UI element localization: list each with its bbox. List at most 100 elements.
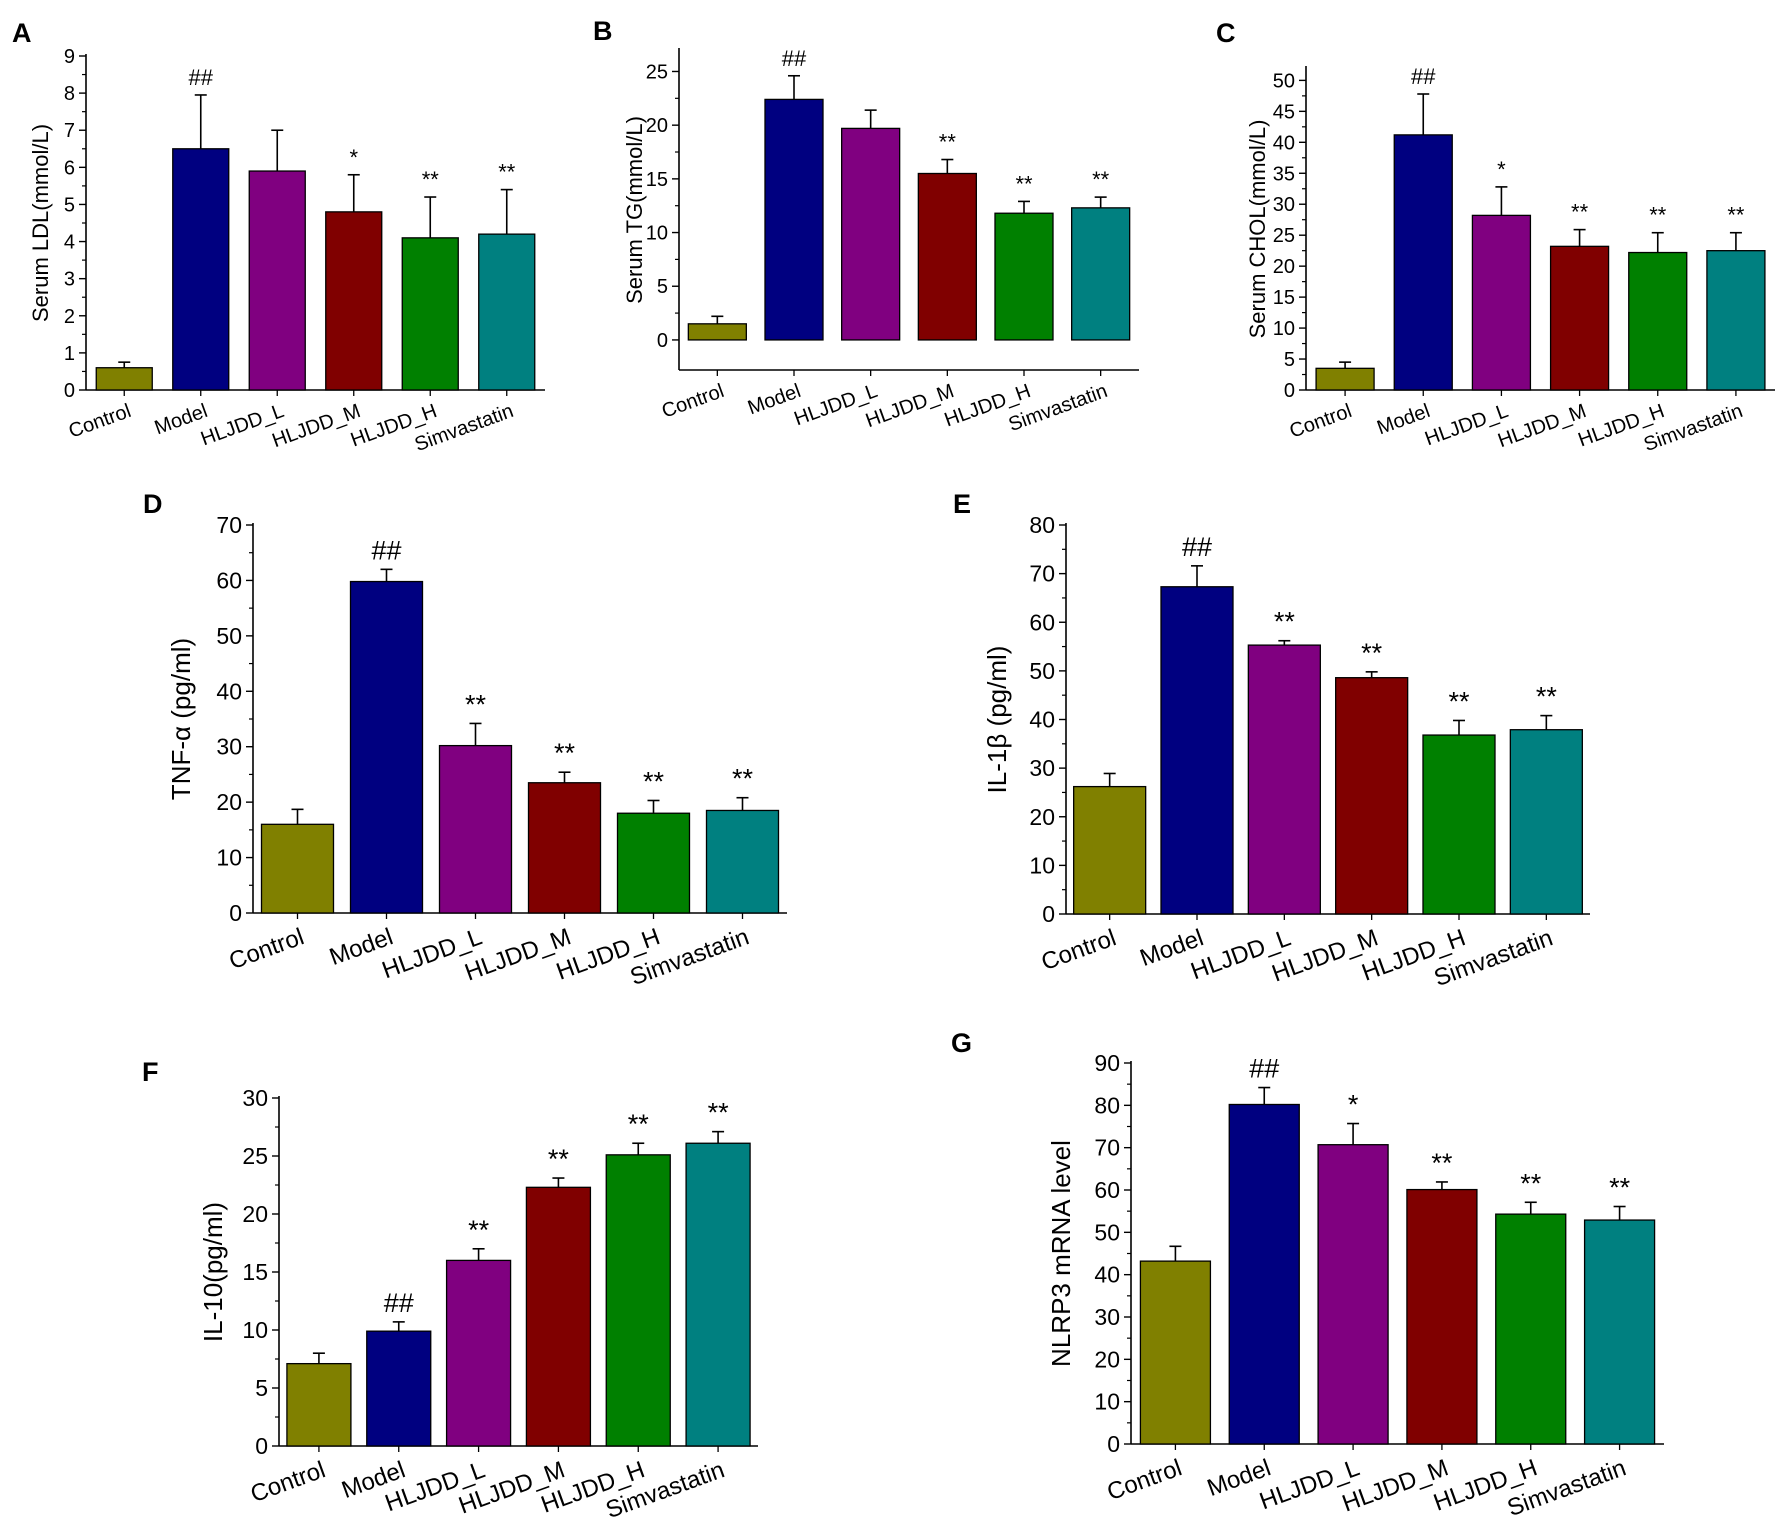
y-tick-label: 70 [1029, 561, 1055, 587]
significance-marker: ## [371, 535, 401, 565]
significance-marker: ** [1727, 203, 1745, 228]
y-tick-label: 0 [229, 900, 242, 926]
panel-letter: E [953, 489, 971, 519]
bar-hljdd-m [917, 172, 977, 341]
significance-marker: * [1497, 157, 1506, 182]
significance-marker: ** [1361, 638, 1383, 668]
significance-marker: ** [548, 1144, 570, 1174]
bar-simvastatin [478, 233, 536, 391]
y-tick-label: 20 [646, 115, 668, 137]
y-tick-label: 30 [242, 1085, 268, 1111]
significance-marker: ** [939, 130, 957, 155]
y-axis-title: Serum LDL(mmol/L) [28, 124, 53, 322]
category-label: Control [659, 380, 727, 423]
y-tick-label: 30 [1273, 194, 1295, 216]
bar-hljdd-m [325, 211, 383, 391]
y-tick-label: 5 [657, 276, 668, 298]
y-tick-label: 90 [1094, 1050, 1120, 1076]
panel-letter: D [143, 489, 163, 519]
bar-hljdd-h [1422, 734, 1496, 915]
significance-marker: ** [732, 764, 754, 794]
bar-hljdd-l [1247, 644, 1321, 915]
y-tick-label: 40 [1273, 132, 1295, 154]
y-tick-label: 25 [646, 61, 668, 83]
bar-hljdd-m [1549, 245, 1610, 391]
y-axis-title: IL-1β (pg/ml) [982, 646, 1012, 794]
y-tick-label: 30 [1094, 1304, 1120, 1330]
y-tick-label: 0 [1107, 1431, 1120, 1457]
category-label: HLJDD_M [269, 400, 363, 452]
y-tick-label: 35 [1273, 163, 1295, 185]
bar-simvastatin [1706, 250, 1766, 391]
bar-control [260, 823, 335, 914]
bar-control [95, 367, 153, 391]
y-tick-label: 50 [216, 623, 242, 649]
y-tick-label: 10 [646, 223, 668, 245]
y-tick-label: 10 [1094, 1389, 1120, 1415]
significance-marker: ** [1448, 686, 1470, 716]
bar-hljdd-h [1628, 251, 1688, 391]
panel-letter: B [593, 16, 613, 46]
bar-hljdd-h [994, 212, 1054, 341]
significance-marker: ** [1431, 1148, 1453, 1178]
y-tick-label: 60 [216, 567, 242, 593]
bar-hljdd-m [1406, 1188, 1478, 1445]
chart-panel-e: E 0 10 20 30 40 50 60 70 80 IL-1β (pg/ml) Control ##… [953, 489, 1590, 992]
y-tick-label: 60 [1029, 609, 1055, 635]
panel-letter: C [1216, 18, 1236, 48]
category-label: HLJDD_M [1495, 400, 1589, 452]
category-label: Control [1104, 1454, 1186, 1506]
bar-simvastatin [705, 809, 780, 914]
significance-marker: ** [1274, 607, 1296, 637]
y-axis-title: NLRP3 mRNA level [1046, 1140, 1076, 1367]
category-label: Control [1287, 400, 1355, 443]
y-tick-label: 20 [1094, 1346, 1120, 1372]
y-tick-label: 10 [242, 1317, 268, 1343]
y-tick-label: 0 [1042, 901, 1055, 927]
chart-panel-f: F051015202530IL-10(pg/ml)Control##Model*… [142, 1057, 758, 1524]
bar-simvastatin [1583, 1219, 1656, 1445]
y-tick-label: 10 [1029, 852, 1055, 878]
y-axis-title: TNF-α (pg/ml) [166, 638, 196, 800]
y-tick-label: 45 [1273, 101, 1295, 123]
panel-letter: A [12, 18, 32, 48]
category-label: HLJDD_L [1422, 400, 1511, 450]
significance-marker: ** [1649, 203, 1667, 228]
bar-hljdd-l [438, 744, 513, 914]
category-label: Control [1038, 924, 1120, 976]
y-tick-label: 0 [255, 1433, 268, 1459]
bar-model [1228, 1103, 1300, 1445]
significance-marker: ** [1015, 171, 1033, 196]
panel-letter: F [142, 1057, 159, 1087]
significance-marker: ## [1411, 64, 1436, 89]
y-tick-label: 80 [1094, 1092, 1120, 1118]
y-tick-label: 50 [1094, 1219, 1120, 1245]
category-label: Control [226, 923, 308, 975]
y-tick-label: 15 [646, 169, 668, 191]
bar-hljdd-l [1471, 214, 1532, 391]
y-tick-label: 80 [1029, 512, 1055, 538]
bar-hljdd-l [248, 170, 306, 391]
y-tick-label: 2 [64, 306, 75, 328]
bar-hljdd-l [445, 1259, 512, 1447]
significance-marker: ** [643, 766, 665, 796]
significance-marker: ** [498, 160, 516, 185]
y-tick-label: 0 [657, 330, 668, 352]
bar-simvastatin [685, 1142, 751, 1447]
bar-control [1073, 785, 1147, 915]
significance-marker: ## [782, 46, 807, 71]
significance-marker: ## [384, 1288, 414, 1318]
significance-marker: * [349, 145, 358, 170]
y-tick-label: 20 [216, 789, 242, 815]
bar-control [1315, 367, 1375, 391]
bar-simvastatin [1071, 207, 1131, 341]
bar-model [764, 98, 824, 341]
y-axis-title: IL-10(pg/ml) [198, 1202, 228, 1342]
significance-marker: ** [628, 1109, 650, 1139]
bar-model [366, 1330, 432, 1447]
significance-marker: ** [708, 1098, 730, 1128]
bar-hljdd-l [1317, 1144, 1389, 1445]
y-axis-title: Serum CHOL(mmol/L) [1245, 120, 1270, 339]
bar-model [1393, 134, 1453, 391]
y-tick-label: 25 [242, 1143, 268, 1169]
